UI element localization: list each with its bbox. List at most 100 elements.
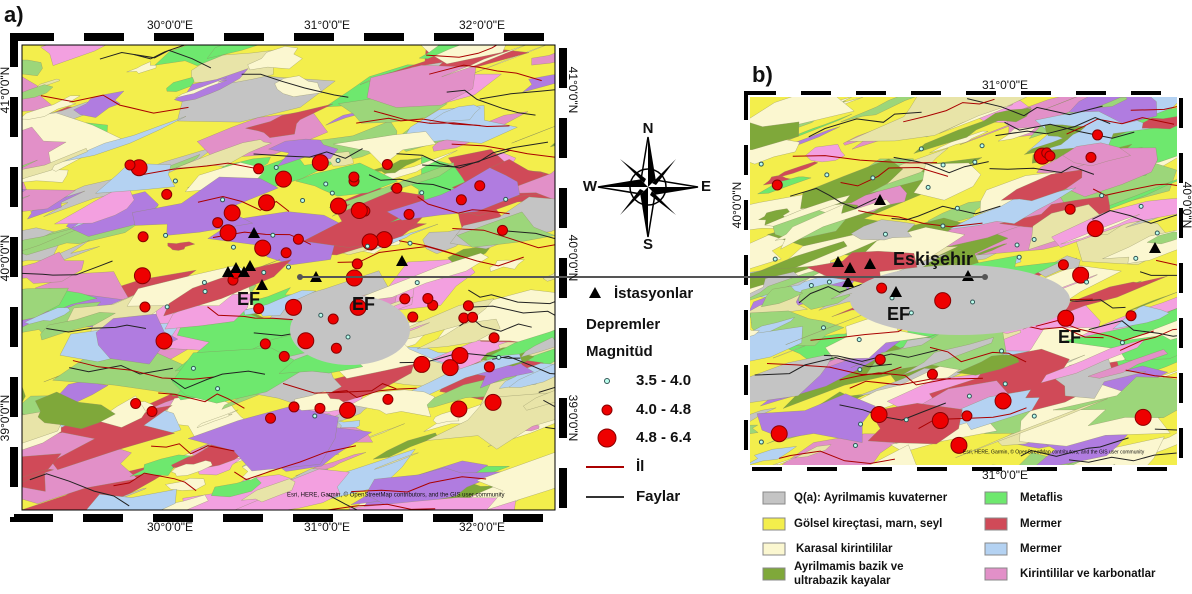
annotation: EF	[352, 294, 375, 314]
earthquake	[162, 189, 172, 199]
tick-label: 39°0'0"N	[566, 395, 580, 442]
attribution: Esri, HERE, Garmin, © OpenStreetMap cont…	[287, 492, 505, 499]
earthquake	[147, 407, 157, 417]
earthquake	[415, 281, 419, 285]
compass-label: E	[701, 178, 711, 195]
earthquake	[351, 203, 367, 219]
earthquake	[941, 224, 945, 228]
earthquake	[771, 426, 787, 442]
earthquake	[281, 248, 291, 258]
earthquake	[131, 399, 141, 409]
earthquake	[221, 198, 225, 202]
earthquake	[1139, 204, 1143, 208]
earthquake	[400, 294, 410, 304]
earthquake	[456, 195, 466, 205]
compass-label: W	[583, 178, 598, 195]
earthquake	[1065, 204, 1075, 214]
earthquake	[408, 312, 418, 322]
earthquake	[382, 160, 392, 170]
earthquake	[932, 413, 948, 429]
earthquake	[973, 160, 977, 164]
compass-label: S	[643, 236, 653, 253]
earthquake	[275, 171, 291, 187]
earthquake	[1087, 221, 1103, 237]
annotation: EF	[887, 304, 910, 324]
earthquake	[875, 355, 885, 365]
legend-label: İstasyonlar	[614, 285, 693, 302]
earthquake	[312, 155, 328, 171]
legend-label: 4.0 - 4.8	[636, 401, 691, 418]
earthquake	[941, 163, 945, 167]
legend-label: 4.8 - 6.4	[636, 429, 692, 446]
earthquake	[140, 302, 150, 312]
tick-label: 30°0'0"E	[147, 18, 193, 32]
earthquake	[224, 205, 240, 221]
earthquake	[408, 241, 412, 245]
earthquake	[853, 443, 857, 447]
earthquake	[362, 234, 378, 250]
earthquake	[475, 181, 485, 191]
earthquake	[313, 414, 317, 418]
earthquake	[871, 176, 875, 180]
map-b	[681, 82, 1192, 501]
earthquake	[926, 185, 930, 189]
earthquake	[298, 333, 314, 349]
earthquake	[279, 351, 289, 361]
tick-label: 32°0'0"E	[459, 18, 505, 32]
compass: N S E W	[583, 120, 711, 253]
earthquake	[173, 179, 177, 183]
earthquake	[346, 270, 362, 286]
earthquake	[293, 234, 303, 244]
tick-label: 32°0'0"E	[459, 520, 505, 534]
earthquake	[319, 313, 323, 317]
earthquake	[967, 394, 971, 398]
earthquake	[484, 362, 494, 372]
earthquake	[262, 271, 266, 275]
earthquake	[213, 218, 223, 228]
earthquake	[289, 402, 299, 412]
earthquake	[274, 165, 278, 169]
quaternary	[850, 265, 1070, 335]
tick-label: 40°0'0"N	[1180, 182, 1192, 229]
earthquake	[1120, 341, 1124, 345]
annotation: Eskişehir	[893, 249, 973, 269]
text-line: ultrabazik kayalar	[794, 575, 891, 587]
earthquake	[995, 393, 1011, 409]
earthquake	[254, 164, 264, 174]
fault	[15, 524, 167, 528]
earthquake	[1000, 349, 1004, 353]
earthquake	[859, 422, 863, 426]
legend-label: Karasal kirintililar	[796, 543, 893, 555]
earthquake	[871, 407, 887, 423]
earthquake	[340, 402, 356, 418]
earthquake	[420, 191, 424, 195]
earthquake	[1085, 280, 1089, 284]
earthquake	[980, 144, 984, 148]
earthquake	[365, 244, 369, 248]
earthquake	[442, 360, 458, 376]
earthquake	[759, 162, 763, 166]
earthquake	[191, 366, 195, 370]
earthquake	[1045, 151, 1055, 161]
earthquake	[857, 338, 861, 342]
earthquake	[463, 301, 473, 311]
earthquake	[904, 418, 908, 422]
earthquake	[955, 206, 959, 210]
earthquake	[827, 280, 831, 284]
earthquake	[809, 283, 813, 287]
legend-label: Ayrilmamis bazik veultrabazik kayalar	[794, 561, 904, 587]
legend-label: Magnitüd	[586, 343, 653, 360]
earthquake	[1032, 414, 1036, 418]
earthquake	[331, 343, 341, 353]
annotation: EF	[1058, 327, 1081, 347]
earthquake	[138, 232, 148, 242]
earthquake	[423, 293, 433, 303]
earthquake	[468, 312, 478, 322]
geology-unit	[1078, 464, 1117, 479]
earthquake	[1155, 231, 1159, 235]
earthquake	[260, 339, 270, 349]
annotation: EF	[237, 289, 260, 309]
geology-unit	[558, 446, 592, 461]
earthquake	[489, 333, 499, 343]
earthquake	[287, 265, 291, 269]
